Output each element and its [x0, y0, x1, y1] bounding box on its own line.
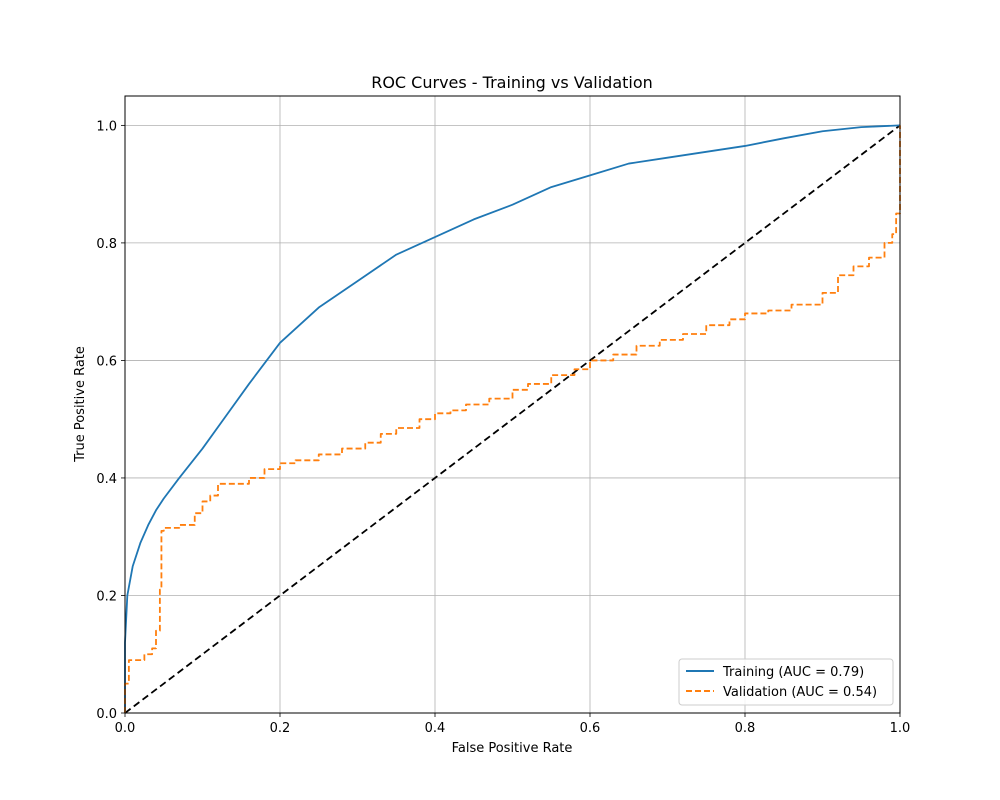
- x-tick-label: 0.8: [735, 721, 756, 736]
- series-line-training: [124, 124, 901, 713]
- series-line-validation: [124, 125, 901, 713]
- y-tick-label: 0.6: [96, 354, 117, 369]
- x-axis-label: False Positive Rate: [452, 741, 573, 756]
- y-axis-label: True Positive Rate: [73, 346, 88, 463]
- y-tick-label: 0.2: [96, 589, 117, 604]
- y-tick-label: 0.0: [96, 707, 117, 722]
- x-tick-label: 0.4: [425, 721, 446, 736]
- series-layer: [124, 124, 901, 713]
- chance-reference-line: [124, 124, 901, 714]
- y-tick-label: 0.8: [96, 237, 117, 252]
- legend: Training (AUC = 0.79) Validation (AUC = …: [678, 658, 894, 706]
- reference-line-layer: [124, 124, 901, 714]
- legend-label-validation: Validation (AUC = 0.54): [723, 685, 877, 700]
- x-tick-label: 0.6: [580, 721, 601, 736]
- legend-box: [678, 658, 894, 706]
- x-tick-label: 1.0: [890, 721, 911, 736]
- ticks: 0.0 0.2 0.4 0.6 0.8 1.0 0.0 0.2 0.4 0.6 0.8 1.0: [96, 119, 910, 736]
- x-tick-label: 0.0: [115, 721, 136, 736]
- chart-title: ROC Curves - Training vs Validation: [371, 73, 653, 92]
- plot-frame: [124, 95, 901, 714]
- legend-label-training: Training (AUC = 0.79): [722, 665, 864, 680]
- x-tick-label: 0.2: [270, 721, 291, 736]
- y-tick-label: 1.0: [96, 119, 117, 134]
- y-tick-label: 0.4: [96, 472, 117, 487]
